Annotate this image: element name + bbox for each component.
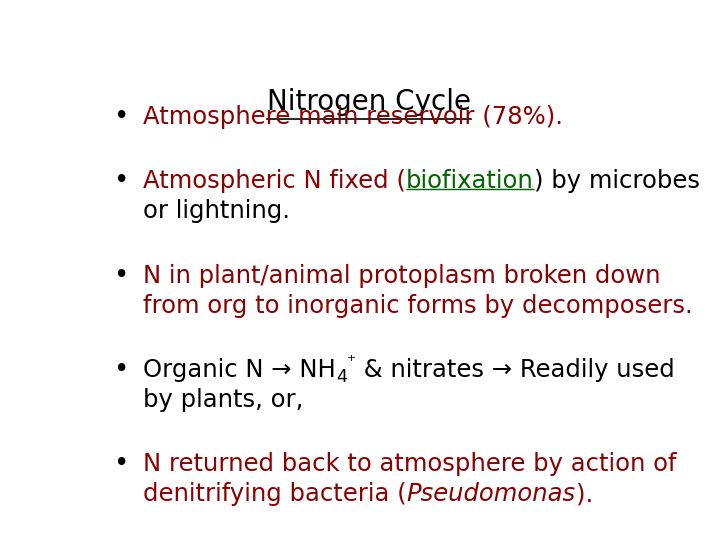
Text: & nitrates → Readily used: & nitrates → Readily used (356, 358, 675, 382)
Text: denitrifying bacteria (: denitrifying bacteria ( (143, 482, 407, 507)
Text: N in plant/animal protoplasm broken down: N in plant/animal protoplasm broken down (143, 264, 660, 288)
Text: •: • (113, 451, 128, 477)
Text: •: • (113, 104, 128, 130)
Text: biofixation: biofixation (406, 169, 534, 193)
Text: ⁺: ⁺ (347, 353, 356, 370)
Text: •: • (113, 262, 128, 288)
Text: Pseudomonas: Pseudomonas (407, 482, 576, 507)
Text: Nitrogen Cycle: Nitrogen Cycle (267, 87, 471, 116)
Text: •: • (113, 168, 128, 194)
Text: 4: 4 (336, 368, 347, 386)
Text: ).: ). (576, 482, 593, 507)
Text: Organic N → NH: Organic N → NH (143, 358, 336, 382)
Text: Atmospheric N fixed (: Atmospheric N fixed ( (143, 169, 406, 193)
Text: or lightning.: or lightning. (143, 199, 290, 223)
Text: ) by microbes: ) by microbes (534, 169, 700, 193)
Text: from org to inorganic forms by decomposers.: from org to inorganic forms by decompose… (143, 294, 693, 318)
Text: N returned back to atmosphere by action of: N returned back to atmosphere by action … (143, 453, 677, 476)
Text: by plants, or,: by plants, or, (143, 388, 303, 412)
Text: Atmosphere main reservoir (78%).: Atmosphere main reservoir (78%). (143, 105, 563, 129)
Text: •: • (113, 357, 128, 383)
